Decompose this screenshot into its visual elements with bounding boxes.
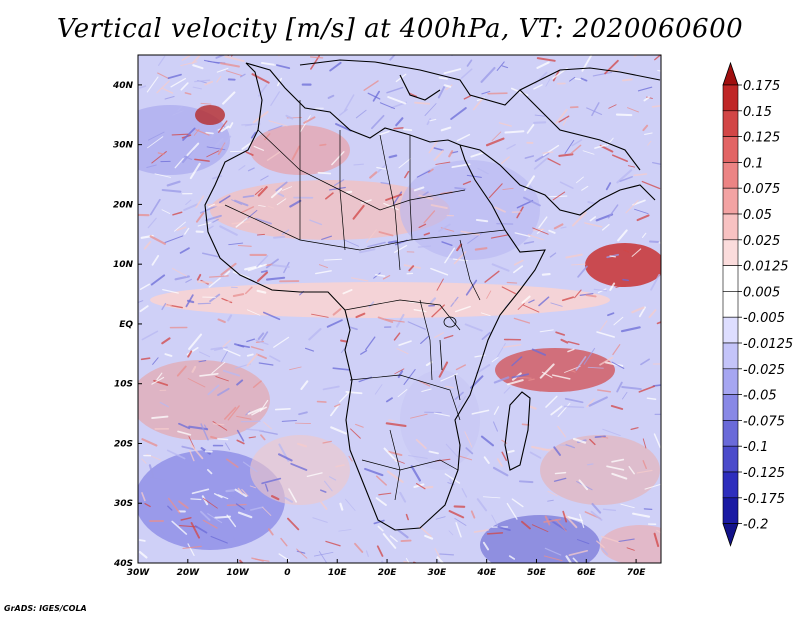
colorbar-label: -0.025 [743,363,785,378]
colorbar-label: -0.125 [743,466,785,481]
colorbar-segment [722,110,739,137]
colorbar-segment [722,497,739,524]
lon-tick-label: 20W [177,568,201,578]
grads-credit: GrADS: IGES/COLA [4,604,87,613]
colorbar-segment [722,394,739,421]
colorbar-label: 0.025 [743,234,780,249]
lat-tick-label: 10N [113,260,134,270]
lat-tick-label: 40N [112,81,134,91]
lon-tick-label: 30W [127,568,151,578]
colorbar-label: -0.2 [743,518,768,533]
lat-tick-label: 30S [114,499,133,509]
lat-tick-label: 40S [113,559,133,569]
velocity-field [138,55,661,563]
lon-tick-label: 30E [428,568,448,578]
lon-tick-label: 0 [284,568,290,578]
map-title: Vertical velocity [m/s] at 400hPa, VT: 2… [56,14,744,44]
country-borders [224,100,506,501]
colorbar-label: 0.0125 [743,260,789,275]
colorbar-segment [722,368,739,395]
colorbar-segment [722,239,739,266]
lat-tick-label: 20S [114,439,133,449]
colorbar-label: -0.1 [743,440,768,455]
colorbar-label: 0.075 [743,182,780,197]
colorbar-segment [722,420,739,447]
colorbar-segment [722,162,739,189]
lat-tick-label: 20N [113,200,134,210]
colorbar-label: -0.005 [743,311,785,326]
colorbar-segment [722,84,739,112]
colorbar-label: 0.15 [743,105,772,120]
colorbar-label: 0.125 [743,131,780,146]
lon-tick-label: 20E [378,568,398,578]
colorbar-segment [722,136,739,163]
lat-tick-label: 10S [114,380,133,390]
colorbar-segment [722,445,739,473]
colorbar-segment [722,213,739,241]
axis-ticks: 30W 20W 10W 0 10E 20E 30E 40E 50E 60E 70E 40N 30N 20N… [112,81,646,578]
colorbar-segment [722,291,739,318]
colorbar-label: 0.1 [743,156,764,171]
map-frame [137,54,662,564]
colorbar-label: -0.0125 [743,337,793,352]
colorbar: 0.175 0.15 0.125 0.1 0.075 0.05 0.025 0.0125 0.0… [722,61,793,547]
madagascar-outline [504,391,531,471]
colorbar-label: 0.005 [743,285,780,300]
colorbar-label: 0.05 [743,208,772,223]
colorbar-top-arrow [722,61,739,86]
lon-tick-label: 40E [476,568,497,578]
lon-tick-label: 10W [226,568,250,578]
colorbar-segment [722,187,739,215]
colorbar-label: 0.175 [743,79,780,94]
colorbar-label: -0.175 [743,492,785,507]
lat-tick-label: 30N [113,141,134,151]
colorbar-label: -0.075 [743,414,785,429]
colorbar-segment [722,342,739,370]
lon-tick-label: 10E [328,568,348,578]
coastline [204,59,661,531]
lon-tick-label: 50E [527,568,547,578]
colorbar-segment [722,316,739,344]
colorbar-bottom-arrow [722,523,739,547]
colorbar-segment [722,471,739,499]
lon-tick-label: 60E [577,568,597,578]
colorbar-label: -0.05 [743,389,777,404]
lon-tick-label: 70E [627,568,647,578]
lat-tick-label: EQ [119,320,133,330]
colorbar-segment [722,265,739,292]
